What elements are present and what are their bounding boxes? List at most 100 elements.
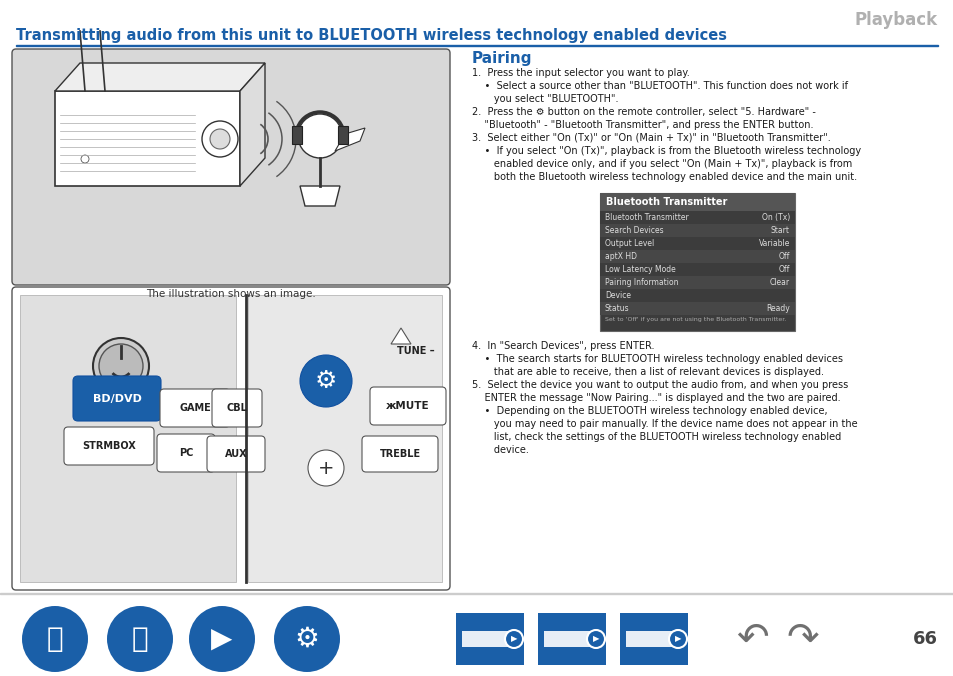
Circle shape [274, 606, 339, 672]
Text: GAME: GAME [179, 403, 211, 413]
Text: you may need to pair manually. If the device name does not appear in the: you may need to pair manually. If the de… [472, 419, 857, 429]
Bar [599, 237, 794, 250]
Polygon shape [335, 128, 365, 151]
Text: Variable: Variable [758, 239, 789, 248]
Text: Device: Device [604, 291, 630, 300]
Text: device.: device. [472, 445, 528, 455]
Bar [599, 193, 794, 211]
FancyBboxPatch shape [64, 427, 153, 465]
Circle shape [189, 606, 254, 672]
Text: Ready: Ready [765, 304, 789, 313]
Circle shape [210, 129, 230, 149]
Text: ⚙: ⚙ [294, 625, 319, 653]
Bar [599, 263, 794, 276]
Circle shape [586, 630, 604, 648]
Text: 3.  Select either "On (Tx)" or "On (Main + Tx)" in "Bluetooth Transmitter".: 3. Select either "On (Tx)" or "On (Main … [472, 133, 830, 143]
Text: •  The search starts for BLUETOOTH wireless technology enabled devices: • The search starts for BLUETOOTH wirele… [472, 354, 842, 364]
FancyBboxPatch shape [207, 436, 265, 472]
Text: TREBLE: TREBLE [379, 449, 420, 459]
Text: •  If you select "On (Tx)", playback is from the Bluetooth wireless technology: • If you select "On (Tx)", playback is f… [472, 146, 861, 156]
Text: Bluetooth Transmitter: Bluetooth Transmitter [605, 197, 726, 207]
Polygon shape [391, 328, 411, 344]
Text: ▶: ▶ [674, 635, 680, 644]
Text: list, check the settings of the BLUETOOTH wireless technology enabled: list, check the settings of the BLUETOOT… [472, 432, 841, 442]
Text: Playback: Playback [854, 11, 937, 29]
Text: BD/DVD: BD/DVD [92, 394, 141, 404]
Bar [55, 91, 240, 186]
Circle shape [107, 606, 172, 672]
Polygon shape [248, 295, 441, 582]
Text: 4.  In "Search Devices", press ENTER.: 4. In "Search Devices", press ENTER. [472, 341, 654, 351]
Text: 5.  Select the device you want to output the audio from, and when you press: 5. Select the device you want to output … [472, 380, 847, 390]
FancyBboxPatch shape [361, 436, 437, 472]
Circle shape [299, 355, 352, 407]
Bar [456, 613, 523, 665]
Text: 1.  Press the input selector you want to play.: 1. Press the input selector you want to … [472, 68, 689, 78]
Bar [599, 302, 794, 315]
Circle shape [81, 155, 89, 163]
Circle shape [22, 606, 88, 672]
Text: Bluetooth Transmitter: Bluetooth Transmitter [604, 213, 688, 222]
Bar [599, 193, 794, 331]
Text: Search Devices: Search Devices [604, 226, 663, 235]
Text: Output Level: Output Level [604, 239, 654, 248]
FancyBboxPatch shape [212, 389, 262, 427]
Text: Status: Status [604, 304, 629, 313]
Text: On (Tx): On (Tx) [760, 213, 789, 222]
Circle shape [308, 450, 344, 486]
Text: ↶: ↶ [735, 620, 767, 658]
Circle shape [92, 338, 149, 394]
Text: you select "BLUETOOTH".: you select "BLUETOOTH". [472, 94, 618, 104]
Circle shape [504, 630, 522, 648]
Circle shape [202, 121, 237, 157]
Text: Off: Off [778, 265, 789, 274]
Circle shape [297, 114, 341, 158]
Bar [599, 224, 794, 237]
Text: ⚙: ⚙ [314, 369, 336, 393]
Text: aptX HD: aptX HD [604, 252, 637, 261]
Text: Clear: Clear [769, 278, 789, 287]
Text: Set to 'Off' if you are not using the Bluetooth Transmitter.: Set to 'Off' if you are not using the Bl… [604, 317, 785, 322]
Polygon shape [55, 63, 265, 91]
Bar [16, 45, 937, 46]
Text: Pairing Information: Pairing Information [604, 278, 678, 287]
Text: PC: PC [178, 448, 193, 458]
FancyBboxPatch shape [157, 434, 214, 472]
Circle shape [668, 630, 686, 648]
Text: "Bluetooth" - "Bluetooth Transmitter", and press the ENTER button.: "Bluetooth" - "Bluetooth Transmitter", a… [472, 120, 813, 130]
Text: •  Select a source other than "BLUETOOTH". This function does not work if: • Select a source other than "BLUETOOTH"… [472, 81, 847, 91]
Text: жMUTE: жMUTE [386, 401, 430, 411]
FancyBboxPatch shape [12, 49, 450, 285]
FancyBboxPatch shape [160, 389, 230, 427]
Bar [599, 211, 794, 224]
Text: that are able to receive, then a list of relevant devices is displayed.: that are able to receive, then a list of… [472, 367, 823, 377]
Text: •  Depending on the BLUETOOTH wireless technology enabled device,: • Depending on the BLUETOOTH wireless te… [472, 406, 827, 416]
Text: ▶: ▶ [212, 625, 233, 653]
Circle shape [99, 344, 143, 388]
Text: 2.  Press the ⚙ button on the remote controller, select "5. Hardware" -: 2. Press the ⚙ button on the remote cont… [472, 107, 815, 117]
Bar [543, 631, 592, 647]
Text: AUX: AUX [225, 449, 247, 459]
Bar [599, 276, 794, 289]
Text: ▶: ▶ [510, 635, 517, 644]
Text: 🎧: 🎧 [47, 625, 63, 653]
Text: both the Bluetooth wireless technology enabled device and the main unit.: both the Bluetooth wireless technology e… [472, 172, 856, 182]
Polygon shape [20, 295, 235, 582]
Text: STRMBOX: STRMBOX [82, 441, 135, 451]
Bar [619, 613, 687, 665]
FancyBboxPatch shape [12, 287, 450, 590]
Bar [292, 126, 302, 144]
Polygon shape [299, 186, 339, 206]
Text: ▶: ▶ [592, 635, 598, 644]
Bar [461, 631, 510, 647]
Text: Pairing: Pairing [472, 51, 532, 66]
Text: The illustration shows an image.: The illustration shows an image. [146, 289, 315, 299]
FancyBboxPatch shape [370, 387, 446, 425]
FancyBboxPatch shape [73, 376, 161, 421]
Text: CBL: CBL [226, 403, 247, 413]
Bar [537, 613, 605, 665]
Text: ↷: ↷ [786, 620, 819, 658]
Bar [599, 250, 794, 263]
Text: Start: Start [770, 226, 789, 235]
Bar [599, 289, 794, 302]
